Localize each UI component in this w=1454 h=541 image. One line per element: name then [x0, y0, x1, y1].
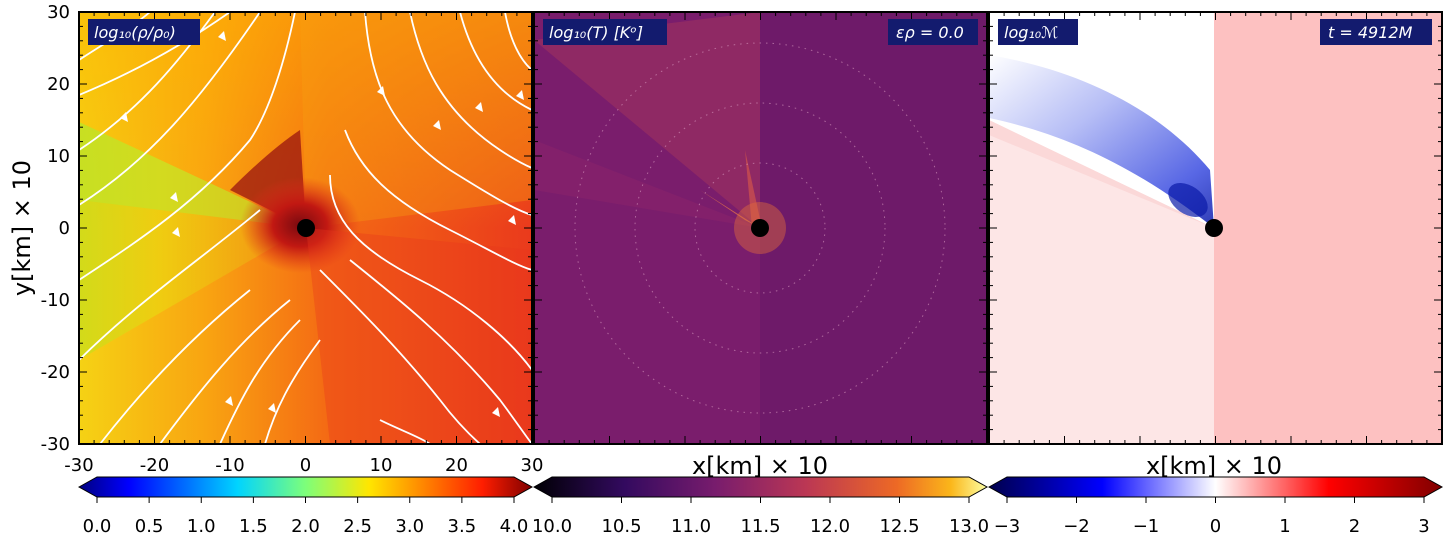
x-tick-label: 20 — [445, 455, 468, 476]
y-tick-label: -20 — [41, 362, 70, 383]
x-tick-label: 30 — [521, 455, 544, 476]
panel-temperature — [534, 12, 987, 444]
density-label-box — [88, 19, 200, 45]
y-tick-label: 20 — [47, 74, 70, 95]
colorbar-tick-label: 12.5 — [879, 516, 919, 537]
black-hole-marker — [1205, 219, 1223, 237]
colorbar-tick-label: 0.5 — [135, 516, 164, 537]
colorbar-tick-label: 3.5 — [448, 516, 477, 537]
y-tick-label: 30 — [47, 2, 70, 23]
colorbar-tick-label: −2 — [1063, 516, 1090, 537]
colorbar-tick-label: −3 — [994, 516, 1021, 537]
density-label: log₁₀(ρ/ρ₀) — [94, 23, 176, 42]
colorbar-tick-label: 2.5 — [343, 516, 372, 537]
colorbar-tick-label: 2 — [1349, 516, 1360, 537]
colorbar-density — [77, 476, 534, 498]
epsilon-label: ερ = 0.0 — [896, 23, 964, 42]
temperature-label: log₁₀(T) [Kᵒ] — [549, 23, 643, 42]
colorbar-temperature — [532, 476, 989, 498]
density-lower-right — [306, 228, 532, 444]
time-label: t = 4912M — [1328, 23, 1413, 42]
temperature-right-region — [760, 12, 987, 444]
y-tick-labels: 30 20 10 0 -10 -20 -30 — [41, 2, 70, 455]
mach-blue-wedge — [989, 55, 1214, 228]
colorbar-tick-label: 10.0 — [532, 516, 572, 537]
temperature-label-box — [543, 19, 667, 45]
mach-pink-band — [989, 120, 1214, 228]
temperature-upper-left — [534, 12, 760, 228]
y-axis-title: y[km] × 10 — [8, 160, 36, 296]
temperature-vertical-streak — [745, 150, 762, 228]
colorbar-tick-label: 1.0 — [187, 516, 216, 537]
black-hole-marker — [751, 219, 769, 237]
x-tick-labels: -30 -20 -10 0 10 20 30 — [64, 455, 543, 476]
colorbar-tick-label: 12.0 — [810, 516, 850, 537]
colorbar-mach — [987, 476, 1444, 498]
mach-right-region — [1214, 12, 1442, 444]
x-tick-label: -10 — [215, 455, 244, 476]
streamlines — [79, 12, 532, 444]
colorbar-tick-label: 2.0 — [291, 516, 320, 537]
x-axis-title-temperature: x[km] × 10 — [692, 452, 828, 480]
x-tick-label: -20 — [140, 455, 169, 476]
colorbar-tick-label: −1 — [1133, 516, 1160, 537]
mach-label: log₁₀ℳ — [1004, 23, 1058, 42]
black-hole-marker — [297, 219, 315, 237]
colorbar-tick-label: 1.5 — [239, 516, 268, 537]
mach-deep-blue-core — [1168, 182, 1208, 218]
temperature-contours — [574, 42, 946, 414]
panel-mach — [989, 12, 1442, 444]
colorbar-tick-label: 10.5 — [601, 516, 641, 537]
y-tick-label: 10 — [47, 146, 70, 167]
colorbar-tick-label: 11.5 — [740, 516, 780, 537]
epsilon-label-box — [888, 19, 978, 45]
streamline-arrows — [120, 31, 524, 417]
y-tick-label: 0 — [59, 218, 70, 239]
density-upper-right — [300, 12, 532, 228]
colorbar-tick-label: 0 — [1210, 516, 1221, 537]
panel-density — [79, 12, 532, 444]
temperature-hot-streak — [700, 190, 760, 228]
colorbar-tick-label: 1 — [1279, 516, 1290, 537]
y-tick-label: -10 — [41, 290, 70, 311]
colorbar-tick-label: 3 — [1418, 516, 1429, 537]
temperature-left-band — [534, 140, 760, 228]
colorbar-tick-label: 13.0 — [949, 516, 989, 537]
colorbar-tick-label: 3.0 — [395, 516, 424, 537]
colorbar-tick-label: 0.0 — [83, 516, 112, 537]
colorbar-ticks: 0.0 0.5 1.0 1.5 2.0 2.5 3.0 3.5 4.0 10.0 10.5 11.0 1… — [83, 497, 1430, 537]
time-label-box — [1320, 19, 1432, 45]
axis-ticks — [78, 11, 1443, 445]
x-tick-label: -30 — [64, 455, 93, 476]
colorbar-tick-label: 4.0 — [500, 516, 529, 537]
mach-label-box — [998, 19, 1078, 45]
colorbar-tick-label: 11.0 — [671, 516, 711, 537]
x-tick-label: 10 — [370, 455, 393, 476]
x-axis-title-mach: x[km] × 10 — [1146, 452, 1282, 480]
x-tick-label: 0 — [300, 455, 311, 476]
y-tick-label: -30 — [41, 434, 70, 455]
